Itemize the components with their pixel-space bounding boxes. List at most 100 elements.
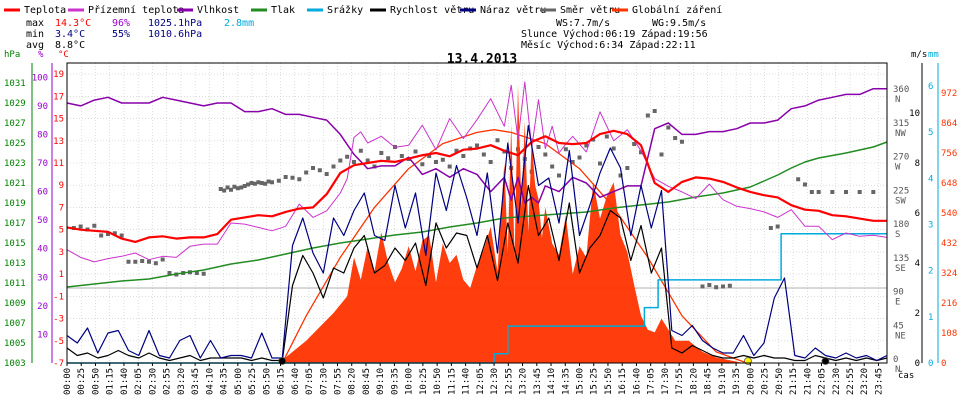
wind-speed-tick: 0 — [915, 359, 920, 369]
time-tick-label: 12:30 — [490, 368, 500, 395]
temp-tick: -5 — [53, 337, 64, 347]
wind-direction-point — [700, 284, 705, 289]
rain-tick: 5 — [928, 128, 933, 138]
wind-direction-point — [252, 181, 257, 186]
wind-direction-point — [239, 185, 244, 190]
wind-direction-point — [639, 150, 643, 155]
wind-direction-point — [324, 172, 329, 176]
time-tick-label: 08:45 — [362, 368, 372, 395]
wind-direction-point — [160, 257, 165, 262]
wind-direction-point — [727, 283, 732, 288]
wind-direction-point — [604, 134, 609, 139]
wind-direction-point — [625, 166, 630, 170]
wind-dir-label: N — [895, 365, 900, 375]
series-line — [66, 87, 887, 204]
wind-direction-point — [775, 224, 780, 229]
series-radiation-area — [67, 85, 887, 363]
pressure-tick: 1007 — [4, 319, 26, 329]
time-tick-label: 22:05 — [818, 368, 828, 395]
time-tick-label: 20:25 — [761, 368, 771, 395]
time-tick-label: 00:50 — [91, 368, 101, 395]
wind-direction-point — [235, 186, 240, 191]
stats-max-humidity: 96% — [112, 18, 130, 29]
wind-speed-tick: 2 — [915, 309, 920, 319]
wind-direction-point — [611, 146, 616, 151]
time-tick-label: 11:15 — [447, 368, 457, 395]
stats-max-temp: 14.3°C — [55, 18, 91, 29]
wind-direction-point — [809, 190, 814, 194]
radiation-tick: 648 — [941, 179, 957, 189]
temp-tick: 19 — [53, 70, 64, 80]
stats-ws: WS:7.7m/s — [556, 18, 610, 29]
wind-direction-point — [232, 184, 237, 189]
time-tick-label: 22:30 — [832, 368, 842, 395]
humidity-tick: 100 — [32, 73, 48, 83]
wind-direction-point — [454, 148, 459, 153]
time-tick-label: 17:05 — [647, 368, 657, 395]
time-tick-label: 22:55 — [846, 368, 856, 395]
wind-direction-point — [112, 231, 117, 236]
wind-direction-point — [645, 113, 650, 118]
wind-direction-point — [673, 136, 678, 140]
pressure-tick: 1031 — [4, 79, 26, 89]
series-line — [66, 129, 887, 243]
time-tick-label: 12:55 — [504, 368, 514, 395]
humidity-tick: 10 — [37, 330, 48, 340]
time-tick-label: 05:00 — [234, 368, 244, 395]
wind-speed-tick: 4 — [915, 259, 920, 269]
time-tick-label: 20:00 — [746, 368, 756, 395]
wind-dir-tick: 225 — [893, 186, 909, 196]
wind-direction-point — [276, 178, 281, 183]
stats-rain: 2.8mm — [224, 18, 254, 29]
time-tick-label: 06:15 — [277, 368, 287, 395]
wind-direction-point — [225, 185, 230, 190]
humidity-tick: 80 — [37, 130, 48, 140]
wind-direction-point — [167, 271, 172, 275]
wind-direction-point — [666, 125, 671, 130]
legend: Teplota Přízemní teplota Vlhkost Tlak Srážky… — [4, 4, 722, 16]
wind-direction-point — [338, 158, 343, 163]
time-tick-label: 07:05 — [305, 368, 315, 395]
wind-direction-point — [844, 190, 848, 194]
humidity-tick: 40 — [37, 245, 48, 255]
wind-direction-point — [707, 283, 712, 287]
plot-frame — [66, 62, 888, 364]
wind-direction-point — [259, 181, 264, 185]
wind-direction-point — [495, 138, 500, 143]
wind-direction-point — [266, 179, 271, 184]
time-tick-label: 15:00 — [576, 368, 586, 395]
wind-direction-point — [297, 177, 302, 182]
wind-direction-point — [550, 164, 555, 169]
wind-dir-label: SW — [895, 196, 906, 206]
radiation-tick: 756 — [941, 149, 957, 159]
time-tick-label: 23:20 — [860, 368, 870, 395]
time-tick-label: 19:10 — [718, 368, 728, 395]
radiation-tick: 216 — [941, 299, 957, 309]
pressure-tick: 1019 — [4, 199, 26, 209]
wind-speed-tick: 6 — [915, 209, 920, 219]
wind-direction-point — [78, 224, 83, 229]
stats-min-pressure: 1010.6hPa — [148, 29, 202, 40]
wind-direction-point — [803, 182, 807, 187]
wind-direction-point — [680, 139, 684, 144]
wind-direction-point — [92, 223, 97, 228]
temperature-axis-unit: °C — [58, 50, 69, 60]
chart-date-title: 13.4.2013 — [447, 52, 517, 67]
time-tick-label: 14:35 — [561, 368, 571, 395]
stats-avg-label: avg — [26, 40, 44, 51]
time-tick-label: 14:10 — [547, 368, 557, 395]
wind-direction-point — [652, 109, 657, 113]
wind-direction-point — [632, 142, 637, 146]
time-tick-label: 15:25 — [590, 368, 600, 395]
pressure-tick: 1029 — [4, 99, 26, 109]
legend-label: Směr větru — [560, 4, 620, 16]
time-tick-label: 13:20 — [519, 368, 529, 395]
series-line — [66, 184, 888, 362]
wind-direction-point — [201, 271, 206, 276]
wind-direction-point — [618, 173, 623, 178]
stats-wg: WG:9.5m/s — [652, 18, 706, 29]
wind-direction-point — [461, 154, 466, 158]
pressure-tick: 1003 — [4, 359, 26, 369]
series-layer — [66, 81, 888, 365]
